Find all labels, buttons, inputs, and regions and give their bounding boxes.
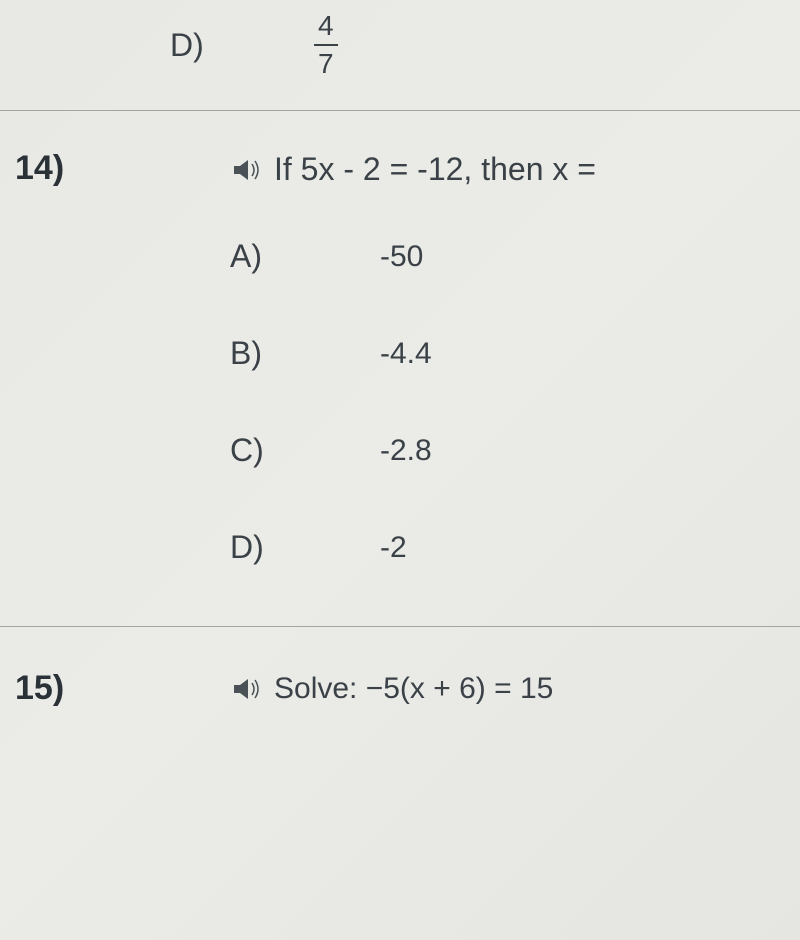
question-14-content: If 5x - 2 = -12, then x = A) -50 B) -4.4… bbox=[60, 141, 760, 566]
speaker-icon[interactable] bbox=[230, 156, 262, 184]
question-15-section: 15) Solve: −5(x + 6) = 15 bbox=[0, 627, 800, 746]
question-15-prompt: Solve: −5(x + 6) = 15 bbox=[230, 672, 760, 706]
fraction-numerator: 4 bbox=[310, 10, 342, 42]
question-number-15: 15) bbox=[15, 669, 64, 708]
option-a-label: A) bbox=[230, 238, 290, 275]
option-b-value: -4.4 bbox=[380, 337, 432, 371]
option-b-row[interactable]: B) -4.4 bbox=[220, 335, 760, 372]
option-c-value: -2.8 bbox=[380, 434, 432, 468]
solve-prefix: Solve: bbox=[274, 672, 366, 705]
question-14-section: 14) If 5x - 2 = -12, then x = A) -50 bbox=[0, 111, 800, 626]
option-d-label: D) bbox=[230, 529, 290, 566]
option-a-value: -50 bbox=[380, 240, 423, 274]
fraction-value: 4 7 bbox=[310, 10, 342, 80]
option-c-label: C) bbox=[230, 432, 290, 469]
question-15-content: Solve: −5(x + 6) = 15 bbox=[60, 662, 760, 706]
fraction-denominator: 7 bbox=[310, 48, 342, 80]
question-number-14: 14) bbox=[15, 149, 64, 188]
fraction-bar bbox=[314, 44, 338, 46]
option-c-row[interactable]: C) -2.8 bbox=[220, 432, 760, 469]
question-15-text: Solve: −5(x + 6) = 15 bbox=[274, 672, 553, 706]
solve-equation: −5(x + 6) = 15 bbox=[366, 672, 554, 705]
option-b-label: B) bbox=[230, 335, 290, 372]
question-14-text: If 5x - 2 = -12, then x = bbox=[274, 151, 596, 188]
option-d-value: -2 bbox=[380, 531, 407, 565]
option-a-row[interactable]: A) -50 bbox=[220, 238, 760, 275]
option-label: D) bbox=[170, 27, 230, 64]
previous-question-option-d[interactable]: D) 4 7 bbox=[0, 0, 800, 110]
speaker-icon[interactable] bbox=[230, 675, 262, 703]
option-d-row[interactable]: D) -2 bbox=[220, 529, 760, 566]
question-14-prompt: If 5x - 2 = -12, then x = bbox=[230, 151, 760, 188]
worksheet-page: D) 4 7 14) If 5x - 2 = -12, then x = bbox=[0, 0, 800, 940]
